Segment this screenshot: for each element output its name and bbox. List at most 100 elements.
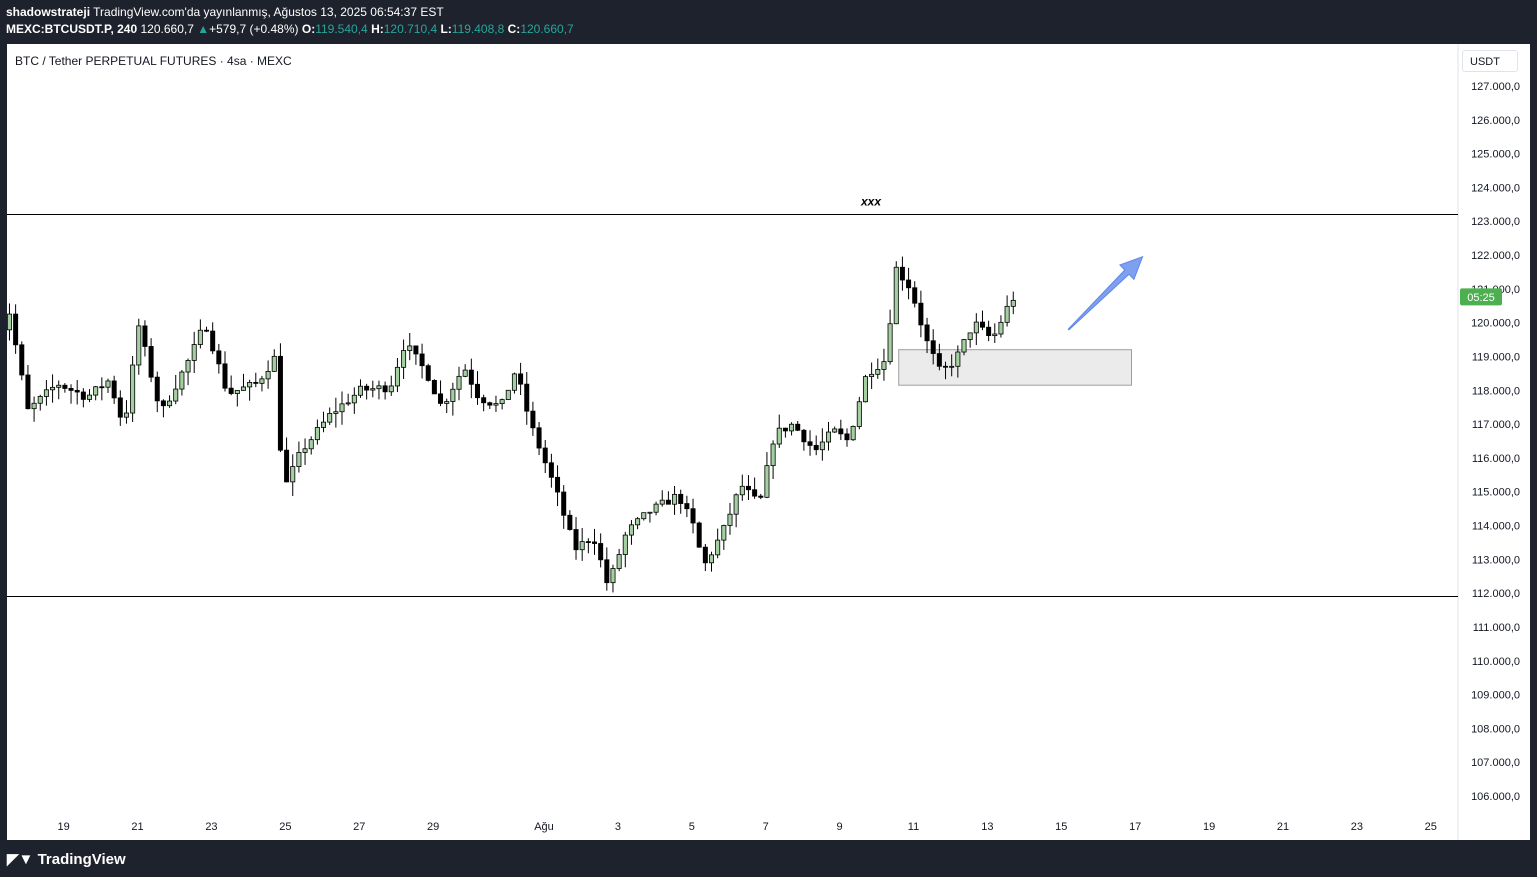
time-tick-label: 11 — [908, 821, 919, 833]
candle-body — [327, 413, 333, 423]
candle-body — [770, 443, 776, 467]
candle-body — [998, 321, 1004, 335]
candle-body — [413, 345, 419, 355]
price-tick-label: 118.000,0 — [1472, 385, 1520, 397]
candle-body — [813, 445, 819, 451]
candle-body — [499, 399, 505, 404]
candle-body — [185, 360, 191, 373]
time-tick-label: 25 — [279, 821, 291, 833]
candle-body — [906, 279, 912, 289]
candle-body — [555, 476, 561, 493]
candle-body — [351, 394, 357, 404]
candle-body — [1010, 299, 1016, 307]
candle-body — [210, 330, 216, 352]
high-label: H: — [371, 22, 384, 36]
candle-body — [130, 364, 136, 414]
candle-body — [93, 386, 99, 396]
candle-body — [709, 554, 715, 564]
price-tick-label: 120.000,0 — [1471, 318, 1520, 330]
open-label: O: — [301, 22, 316, 36]
time-tick-label: 13 — [981, 821, 993, 833]
candle-body — [462, 369, 468, 377]
candle-body — [357, 385, 363, 396]
time-tick-label: 29 — [427, 821, 439, 833]
change-up-icon: ▲ — [197, 22, 210, 36]
candle-body — [333, 411, 339, 414]
time-tick-label: 23 — [205, 821, 217, 833]
candle-body — [585, 541, 591, 544]
target-arrow-icon — [1067, 255, 1144, 331]
candle-body — [955, 351, 961, 367]
level-annotation: xxx — [860, 194, 882, 208]
author-name[interactable]: shadowstrateji — [6, 5, 91, 19]
price-tick-label: 107.000,0 — [1471, 757, 1520, 769]
candle-body — [801, 429, 807, 443]
chart-title: BTC / Tether PERPETUAL FUTURES · 4sa · M… — [15, 54, 292, 68]
tradingview-logo-text: TradingView — [37, 851, 126, 868]
candle-body — [869, 373, 875, 378]
price-tick-label: 111.000,0 — [1473, 622, 1520, 634]
candle-body — [856, 401, 862, 427]
change-value: +579,7 (+0.48%) — [209, 22, 299, 36]
candle-body — [25, 374, 31, 410]
chart-panel[interactable]: 127.000,0 126.000,0 125.000,0 124.000,0 123.… — [7, 44, 1530, 840]
candle-body — [105, 380, 111, 388]
candle-body — [345, 402, 351, 405]
candle-body — [259, 378, 265, 384]
price-tick-label: 115.000,0 — [1472, 487, 1520, 499]
candle-body — [487, 402, 493, 406]
currency-selector[interactable]: USDT — [1462, 50, 1518, 72]
candle-body — [290, 466, 296, 483]
candle-body — [234, 389, 240, 394]
candle-body — [573, 529, 579, 551]
candle-body — [265, 370, 271, 380]
candle-body — [148, 346, 154, 378]
candle-body — [431, 380, 437, 395]
candle-body — [936, 353, 942, 367]
candle-body — [807, 441, 813, 446]
candle-body — [659, 499, 665, 505]
close-value: 120.660,7 — [520, 22, 574, 36]
candle-body — [167, 400, 173, 407]
publication-info: shadowstrateji TradingView.com'da yayınl… — [6, 5, 444, 19]
candle-body — [979, 321, 985, 328]
candle-body — [949, 365, 955, 368]
candle-body — [43, 389, 49, 397]
candle-body — [672, 493, 678, 505]
last-price-tag — [1460, 288, 1502, 306]
candle-body — [394, 366, 400, 387]
candle-body — [216, 350, 222, 365]
tradingview-logo-icon: ◤▼ — [7, 851, 34, 868]
candle-body — [918, 302, 924, 326]
candle-body — [364, 385, 370, 391]
candle-body — [13, 313, 19, 346]
candle-body — [253, 382, 259, 384]
candle-body — [481, 397, 487, 404]
candle-body — [376, 385, 382, 390]
price-tick-label: 117.000,0 — [1472, 419, 1520, 431]
candle-body — [444, 401, 450, 404]
candle-body — [518, 373, 524, 385]
candle-body — [191, 344, 197, 361]
candle-body — [647, 511, 653, 514]
candle-body — [826, 431, 832, 443]
low-label: L: — [440, 22, 452, 36]
price-tick-label: 116.000,0 — [1472, 453, 1520, 465]
candle-body — [179, 371, 185, 390]
candle-body — [321, 421, 327, 428]
price-tick-label: 110.000,0 — [1472, 656, 1520, 668]
candle-body — [665, 499, 671, 505]
candle-body — [117, 397, 123, 418]
candle-body — [142, 325, 148, 347]
candle-body — [567, 514, 573, 530]
footer-bar: ◤▼ TradingView — [0, 840, 1537, 877]
candle-body — [240, 386, 246, 391]
time-tick-label: 23 — [1351, 821, 1363, 833]
low-value: 119.408,8 — [451, 22, 505, 36]
tradingview-logo[interactable]: ◤▼ TradingView — [7, 850, 126, 868]
ohlc-line: MEXC:BTCUSDT.P, 240 120.660,7 ▲+579,7 (+… — [6, 22, 574, 36]
price-tick-label: 126.000,0 — [1471, 115, 1520, 127]
candlestick-chart[interactable]: 127.000,0 126.000,0 125.000,0 124.000,0 123.… — [7, 44, 1530, 840]
candle-body — [893, 266, 899, 325]
candle-body — [598, 543, 604, 561]
